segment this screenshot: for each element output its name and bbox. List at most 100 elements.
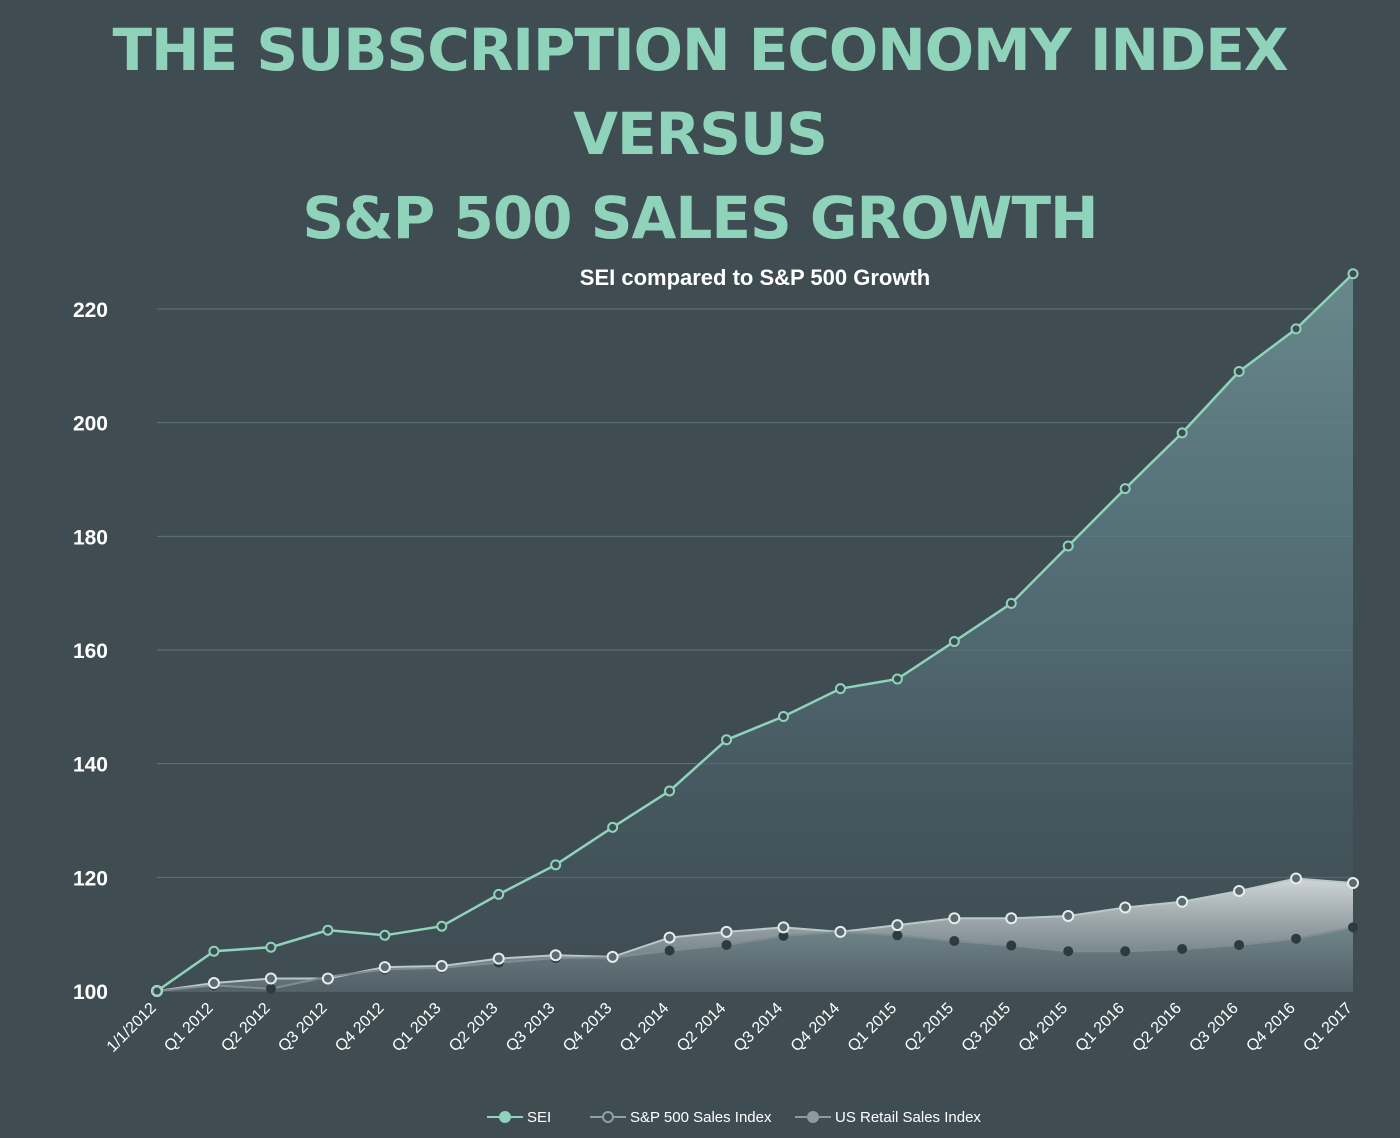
sp500-point (1290, 872, 1303, 885)
sei-point (151, 985, 163, 997)
sp500-point (834, 925, 847, 938)
area-fills (157, 273, 1353, 992)
sei-point (550, 859, 562, 871)
sei-point (721, 734, 733, 746)
x-tick-label: Q1 2016 (1073, 1000, 1128, 1055)
x-tick-label: Q3 2015 (959, 1000, 1014, 1055)
legend: SEI S&P 500 Sales Index US Retail Sales In… (487, 1109, 981, 1126)
x-tick-label: Q4 2016 (1243, 1000, 1298, 1055)
x-tick-label: Q3 2014 (731, 1000, 786, 1055)
retail-point (664, 945, 675, 956)
x-tick-label: Q2 2013 (446, 1000, 501, 1055)
page-title-line1: THE SUBSCRIPTION ECONOMY INDEX VERSUS (112, 16, 1288, 168)
sei-point (834, 683, 846, 695)
sp500-point (1347, 877, 1359, 890)
y-tick-label: 180 (73, 526, 108, 549)
y-axis-tick-labels: 100 120 140 160 180 200 220 (73, 299, 108, 1004)
series-markers (151, 268, 1359, 997)
legend-marker-retail (807, 1111, 819, 1123)
sei-point (1005, 597, 1017, 609)
sei-point (265, 941, 277, 953)
retail-point (1291, 933, 1302, 944)
sei-point (1290, 323, 1302, 335)
retail-point (265, 983, 276, 994)
sei-point (1119, 483, 1131, 495)
sei-point (436, 920, 448, 932)
retail-point (1177, 943, 1188, 954)
sp500-point (891, 919, 904, 932)
y-tick-label: 140 (73, 754, 108, 777)
sp500-point (207, 977, 220, 990)
y-tick-label: 220 (73, 299, 108, 322)
sei-point (664, 785, 676, 797)
retail-point (949, 935, 960, 946)
sp500-point (720, 925, 733, 938)
sei-point (1233, 366, 1245, 378)
sp500-point (1005, 912, 1018, 925)
page-title: THE SUBSCRIPTION ECONOMY INDEX VERSUS S&… (0, 8, 1400, 260)
y-tick-label: 100 (73, 981, 108, 1004)
sp500-point (321, 972, 334, 985)
y-tick-label: 160 (73, 640, 108, 663)
sei-point (891, 673, 903, 685)
retail-line (156, 926, 1354, 992)
x-tick-label: Q2 2015 (902, 1000, 957, 1055)
legend-item-retail: US Retail Sales Index (795, 1109, 981, 1126)
sp500-point (264, 972, 277, 985)
retail-point (1120, 946, 1131, 957)
sei-point (948, 635, 960, 647)
sp500-point (435, 959, 448, 972)
sp500-point (1119, 901, 1132, 914)
x-tick-label: Q1 2013 (389, 1000, 444, 1055)
sp500-point (378, 961, 391, 974)
retail-point (1063, 946, 1074, 957)
sei-point (1347, 268, 1359, 280)
sei-point (1176, 427, 1188, 439)
y-tick-label: 120 (73, 867, 108, 890)
sei-point (322, 924, 334, 936)
series-lines (156, 272, 1354, 993)
sp500-point (549, 949, 562, 962)
retail-point (721, 939, 732, 950)
page-title-line2: S&P 500 SALES GROWTH (302, 184, 1098, 252)
sp500-point (492, 952, 505, 965)
retail-point (1006, 940, 1017, 951)
x-tick-label: Q4 2012 (332, 1000, 387, 1055)
x-tick-label: Q1 2015 (845, 1000, 900, 1055)
retail-point (1234, 939, 1245, 950)
x-tick-label: Q1 2012 (161, 1000, 216, 1055)
x-tick-label: Q1 2014 (617, 1000, 672, 1055)
x-tick-label: Q2 2012 (218, 1000, 273, 1055)
legend-item-sp500: S&P 500 Sales Index (590, 1109, 772, 1126)
x-tick-label: Q4 2013 (560, 1000, 615, 1055)
x-tick-label: Q1 2017 (1300, 1000, 1355, 1055)
legend-label-sei: SEI (527, 1109, 551, 1126)
x-tick-label: Q3 2012 (275, 1000, 330, 1055)
sei-point (777, 710, 789, 722)
retail-area (157, 927, 1353, 991)
sei-point (493, 888, 505, 900)
legend-label-retail: US Retail Sales Index (835, 1109, 981, 1126)
sp500-point (777, 921, 790, 934)
x-tick-label: Q4 2015 (1016, 1000, 1071, 1055)
retail-point (892, 930, 903, 941)
sei-area (157, 273, 1353, 992)
sei-point (208, 945, 220, 957)
sp500-point (1176, 895, 1189, 908)
sei-line (156, 272, 1354, 993)
sp500-point (948, 912, 961, 925)
legend-marker-sp500 (602, 1111, 614, 1123)
sp500-point (1062, 909, 1075, 922)
x-tick-label: Q4 2014 (788, 1000, 843, 1055)
sp500-point (606, 950, 619, 963)
x-tick-label: 1/1/2012 (104, 1000, 160, 1056)
sei-point (379, 929, 391, 941)
retail-point (1348, 922, 1358, 933)
chart-title: SEI compared to S&P 500 Growth (580, 265, 930, 290)
x-tick-label: Q2 2016 (1130, 1000, 1185, 1055)
y-tick-label: 200 (73, 413, 108, 436)
x-tick-label: Q3 2016 (1186, 1000, 1241, 1055)
sei-point (607, 821, 619, 833)
